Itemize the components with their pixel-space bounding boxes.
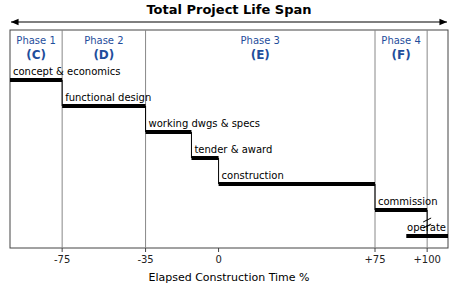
x-tick (375, 248, 376, 252)
phase-name: Phase 3 (241, 35, 280, 46)
task-label: concept & economics (13, 66, 120, 77)
x-tick (218, 248, 219, 252)
task-bar (62, 104, 145, 108)
phase-code: (D) (93, 48, 114, 62)
phase-divider (145, 30, 146, 248)
phase-divider (375, 30, 376, 248)
x-tick (427, 248, 428, 252)
x-tick-label: -35 (137, 254, 153, 265)
task-label: tender & award (194, 144, 272, 155)
phase-code: (F) (391, 48, 410, 62)
step-connector (375, 184, 376, 210)
phase-code: (C) (26, 48, 46, 62)
task-bar (146, 130, 192, 134)
task-bar (191, 156, 218, 160)
phase-code: (E) (251, 48, 270, 62)
x-axis-label: Elapsed Construction Time % (148, 271, 309, 284)
task-bar (219, 182, 375, 186)
phase-name: Phase 1 (16, 35, 55, 46)
plot-frame (10, 30, 448, 248)
x-tick (62, 248, 63, 252)
span-arrow (11, 21, 447, 22)
x-tick-label: 0 (215, 254, 221, 265)
task-bar (406, 234, 448, 238)
task-bar (375, 208, 427, 212)
x-tick-label: +100 (413, 254, 440, 265)
step-connector (145, 106, 146, 132)
step-connector (62, 80, 63, 106)
step-connector (191, 132, 192, 158)
phase-divider (62, 30, 63, 248)
title: Total Project Life Span (146, 2, 311, 17)
x-tick (145, 248, 146, 252)
x-tick-label: +75 (364, 254, 385, 265)
x-tick-label: -75 (54, 254, 70, 265)
task-label: commission (378, 196, 438, 207)
task-bar (10, 78, 62, 82)
phase-name: Phase 4 (381, 35, 420, 46)
task-label: functional design (65, 92, 151, 103)
phase-divider (427, 30, 428, 248)
step-connector (218, 158, 219, 184)
task-label: construction (222, 170, 284, 181)
task-label: operate (407, 222, 446, 233)
chart-root: Total Project Life Span concept & economi… (0, 0, 458, 289)
phase-name: Phase 2 (84, 35, 123, 46)
task-label: working dwgs & specs (149, 118, 260, 129)
plot-area (10, 30, 448, 248)
